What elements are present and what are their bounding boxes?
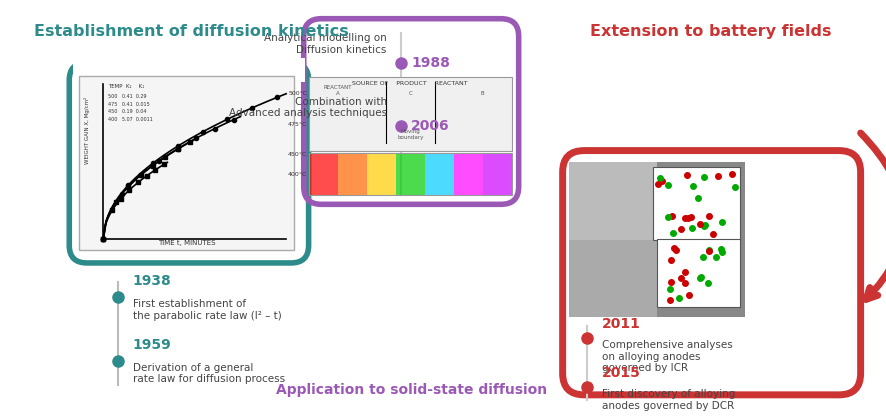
Text: Comprehensive analyses
on alloying anodes
governed by ICR: Comprehensive analyses on alloying anode… — [601, 340, 732, 373]
Bar — [308, 152, 338, 194]
Text: 475°C: 475°C — [288, 122, 307, 127]
Text: 2006: 2006 — [411, 119, 449, 133]
Text: 400   5.07  0.0011: 400 5.07 0.0011 — [108, 117, 153, 122]
Bar — [569, 241, 657, 317]
Text: B: B — [480, 91, 484, 96]
Text: SOURCE OF    PRODUCT    REACTANT: SOURCE OF PRODUCT REACTANT — [352, 81, 468, 86]
Bar — [657, 239, 740, 307]
Text: 450°C: 450°C — [288, 152, 307, 157]
Text: 500°C: 500°C — [288, 91, 307, 96]
Text: C: C — [408, 91, 412, 96]
Text: Combination with
Advanced analysis techniques: Combination with Advanced analysis techn… — [229, 97, 386, 118]
Text: 1938: 1938 — [133, 274, 171, 289]
Text: 2011: 2011 — [601, 318, 640, 331]
FancyBboxPatch shape — [73, 58, 305, 82]
Text: 475   0.41  0.015: 475 0.41 0.015 — [108, 102, 150, 107]
Text: TEMP  K₂    K₁: TEMP K₂ K₁ — [108, 84, 144, 89]
Bar — [79, 76, 293, 250]
Bar — [308, 152, 511, 194]
Text: WEIGHT GAIN X, Mg/cm²: WEIGHT GAIN X, Mg/cm² — [84, 97, 89, 164]
Bar — [569, 162, 744, 317]
Bar — [395, 152, 424, 194]
Text: 500   0.41  0.29: 500 0.41 0.29 — [108, 94, 147, 99]
FancyArrowPatch shape — [859, 133, 886, 299]
Bar — [652, 167, 740, 241]
Text: REACTANT
A: REACTANT A — [323, 85, 352, 96]
Bar — [424, 152, 454, 194]
Bar — [482, 152, 511, 194]
Text: 1988: 1988 — [411, 56, 449, 70]
Text: First establishment of
the parabolic rate law (l² – t): First establishment of the parabolic rat… — [133, 299, 281, 321]
Text: 400°C: 400°C — [288, 172, 307, 177]
Bar — [338, 152, 366, 194]
Text: Extension to battery fields: Extension to battery fields — [590, 24, 831, 39]
Bar — [308, 77, 511, 151]
Bar — [366, 152, 395, 194]
Text: Establishment of diffusion kinetics: Establishment of diffusion kinetics — [34, 24, 348, 39]
Text: First discovery of alloying
anodes governed by DCR: First discovery of alloying anodes gover… — [601, 389, 734, 411]
Text: 2015: 2015 — [601, 366, 640, 380]
Text: Derivation of a general
rate law for diffusion process: Derivation of a general rate law for dif… — [133, 362, 284, 384]
Text: 450   0.19  0.04: 450 0.19 0.04 — [108, 110, 147, 115]
Bar — [454, 152, 482, 194]
Text: Moving
boundary: Moving boundary — [397, 129, 423, 140]
Text: Analytical modelling on
Diffusion kinetics: Analytical modelling on Diffusion kineti… — [264, 33, 386, 55]
Text: Application to solid-state diffusion: Application to solid-state diffusion — [276, 383, 546, 397]
Text: TIME t, MINUTES: TIME t, MINUTES — [158, 240, 215, 247]
Bar — [569, 162, 657, 241]
Text: 1959: 1959 — [133, 338, 171, 352]
